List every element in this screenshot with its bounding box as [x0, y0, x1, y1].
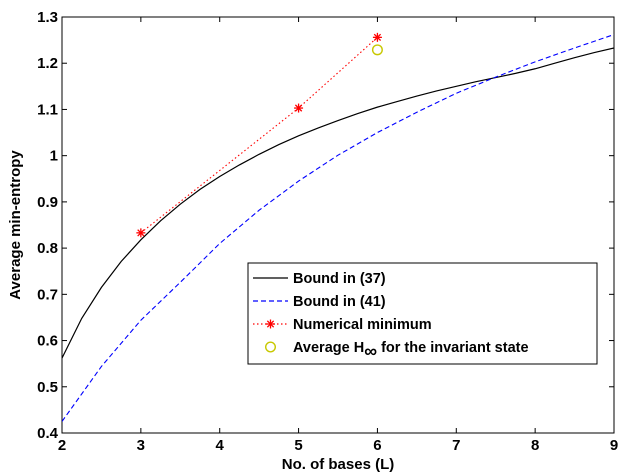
x-tick-label: 8 — [531, 437, 539, 454]
series-line-1 — [62, 34, 614, 422]
x-tick-label: 6 — [373, 437, 381, 454]
y-tick-label: 0.8 — [37, 240, 58, 257]
legend-marker-asterisk — [266, 319, 275, 329]
y-tick-label: 0.9 — [37, 194, 58, 211]
markers-layer — [136, 32, 383, 238]
x-tick-label: 2 — [58, 437, 66, 454]
data-point-asterisk — [136, 228, 146, 238]
legend: Bound in (37) Bound in (41) Numerical mi… — [247, 262, 598, 365]
x-axis-label: No. of bases (L) — [282, 456, 395, 472]
y-tick-label: 0.4 — [37, 425, 59, 442]
data-point-asterisk — [372, 32, 382, 42]
y-tick-label: 0.7 — [37, 286, 58, 303]
y-tick-label: 1 — [50, 148, 58, 165]
y-axis-label: Average min-entropy — [7, 150, 24, 300]
x-tick-label: 4 — [216, 437, 225, 454]
data-point-asterisk — [294, 103, 304, 113]
legend-label-bound-37: Bound in (37) — [293, 271, 386, 287]
y-tick-label: 1.3 — [37, 9, 58, 26]
legend-label-bound-41: Bound in (41) — [293, 294, 386, 310]
legend-label-main: Average H — [293, 340, 364, 356]
x-tick-label: 3 — [137, 437, 145, 454]
x-tick-label: 5 — [294, 437, 302, 454]
axis-ticks: 2 3 4 5 6 7 8 9 0.4 0.5 0.6 0.7 0.8 0.9 1 1.1 1.2 1.3 — [37, 9, 618, 454]
legend-box — [247, 262, 598, 365]
legend-marker-circle — [265, 341, 277, 353]
data-point-circle — [371, 44, 383, 56]
legend-label-invariant-state: Average H∞ for the invariant state — [293, 340, 529, 361]
y-tick-label: 1.1 — [37, 101, 58, 118]
y-tick-label: 0.6 — [37, 333, 58, 350]
legend-label-subscript: ∞ — [364, 341, 377, 361]
legend-label-rest: for the invariant state — [377, 340, 528, 356]
legend-label-numerical-minimum: Numerical minimum — [293, 317, 432, 333]
plot-area — [61, 16, 615, 434]
series-line-0 — [62, 47, 614, 359]
x-tick-label: 7 — [452, 437, 460, 454]
x-tick-label: 9 — [610, 437, 618, 454]
y-tick-label: 1.2 — [37, 55, 58, 72]
y-tick-label: 0.5 — [37, 379, 58, 396]
